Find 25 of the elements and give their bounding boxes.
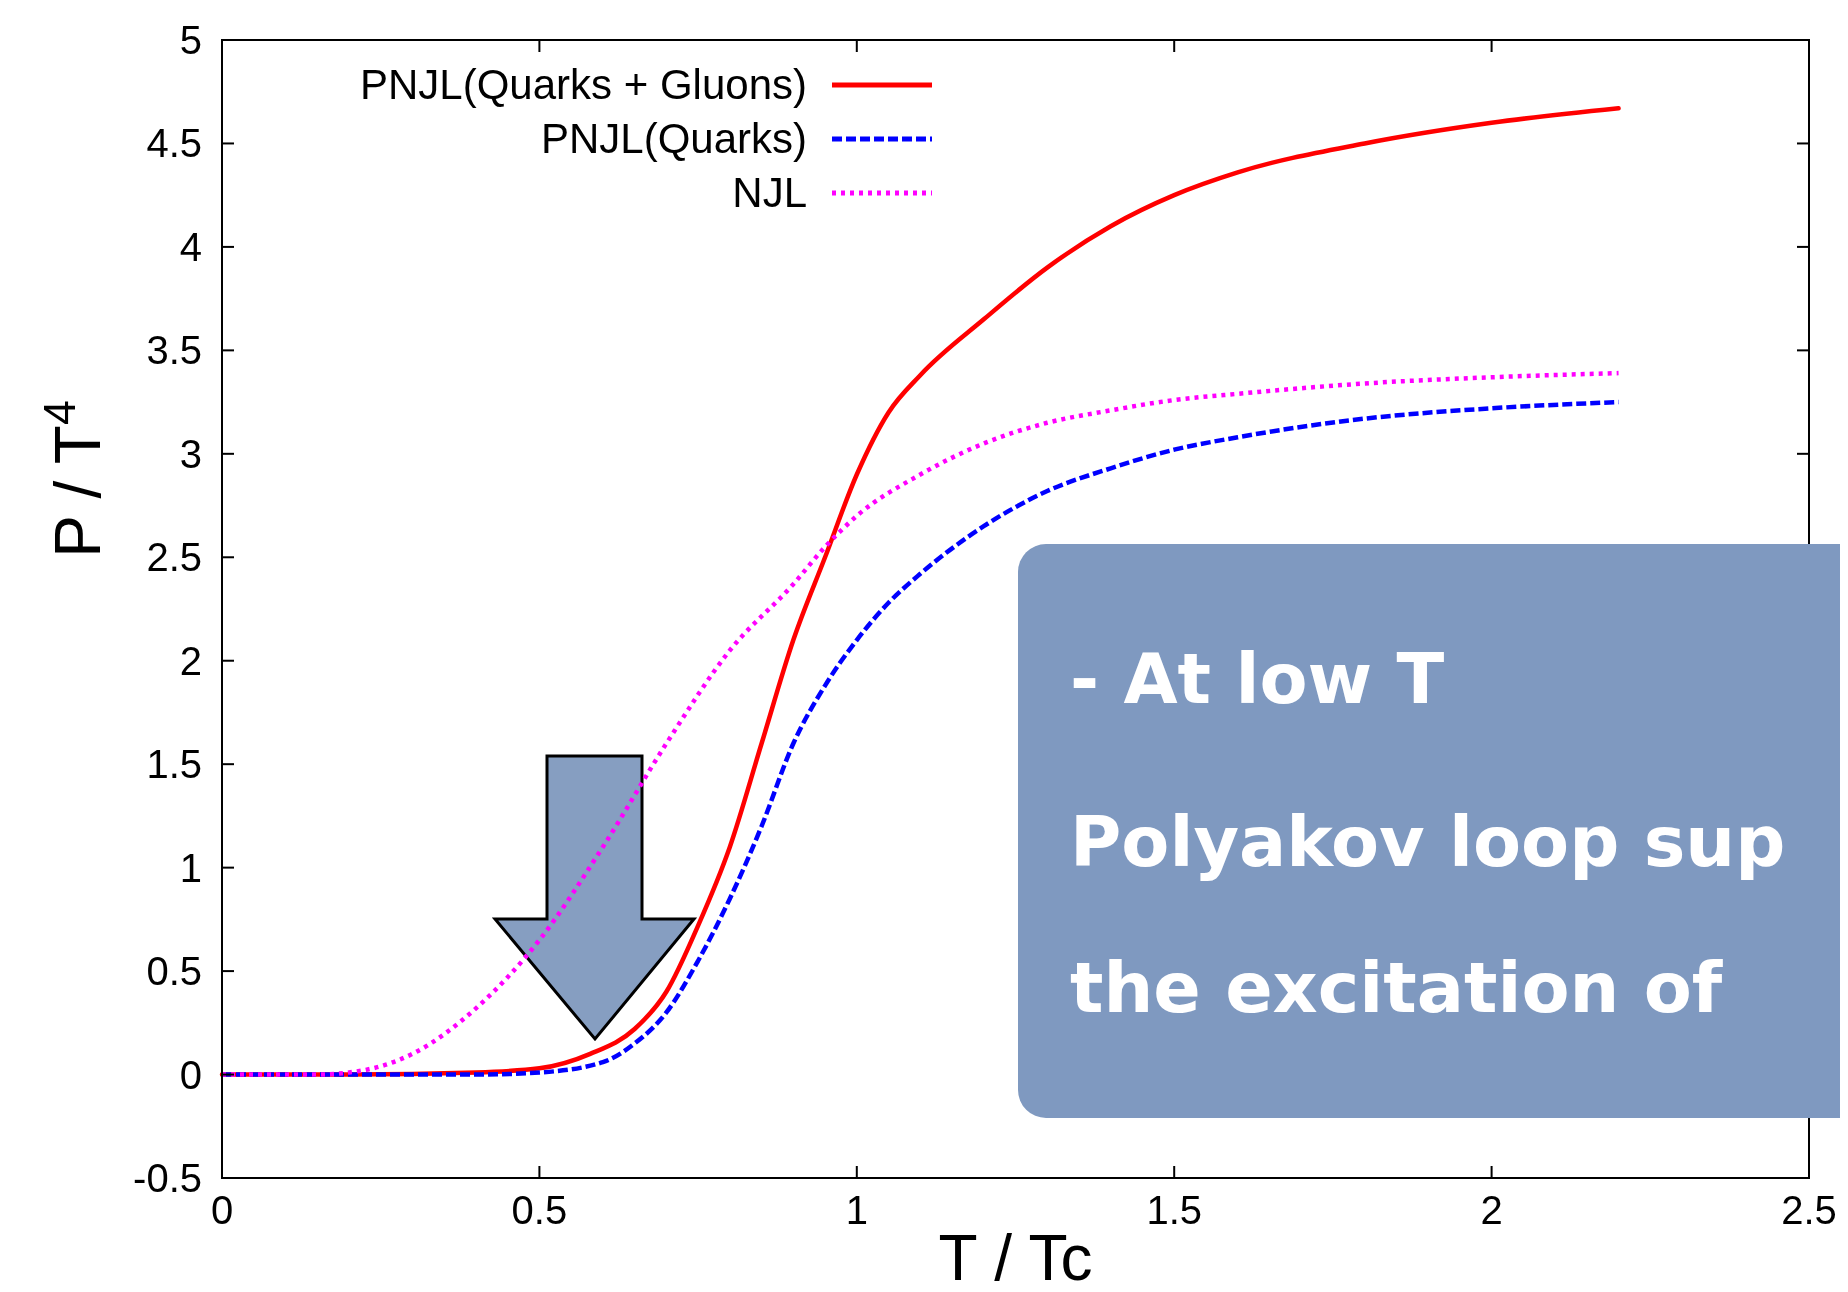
y-tick-label: 3: [179, 431, 202, 476]
legend-label: NJL: [732, 169, 807, 216]
annotation: - At low T: [1070, 638, 1445, 720]
y-tick-label: -0.5: [133, 1156, 202, 1200]
y-tick-label: 0.5: [146, 949, 202, 994]
legend-label: PNJL(Quarks + Gluons): [360, 61, 807, 108]
annotation: Polyakov loop sup: [1070, 801, 1786, 883]
x-tick-label: 2: [1480, 1188, 1503, 1232]
y-tick-label: 1: [179, 845, 202, 890]
y-tick-label: 1.5: [146, 742, 202, 787]
x-axis-title: T / Tc: [938, 1222, 1093, 1292]
y-tick-label: 2.5: [146, 535, 202, 580]
annotation: the excitation of: [1070, 947, 1724, 1029]
y-tick-label: 2: [179, 638, 202, 683]
x-tick-label: 1: [845, 1188, 868, 1232]
x-tick-label: 2.5: [1781, 1188, 1837, 1232]
x-tick-label: 0: [210, 1188, 234, 1232]
y-tick-label: 4.5: [146, 121, 202, 166]
y-tick-label: 4: [179, 224, 202, 269]
y-tick-label: 0: [179, 1052, 202, 1097]
x-tick-label: 0.5: [511, 1188, 568, 1232]
legend-label: PNJL(Quarks): [540, 115, 807, 162]
x-tick-label: 1.5: [1146, 1188, 1202, 1232]
y-tick-label: 5: [179, 18, 202, 62]
y-tick-label: 3.5: [146, 328, 202, 373]
